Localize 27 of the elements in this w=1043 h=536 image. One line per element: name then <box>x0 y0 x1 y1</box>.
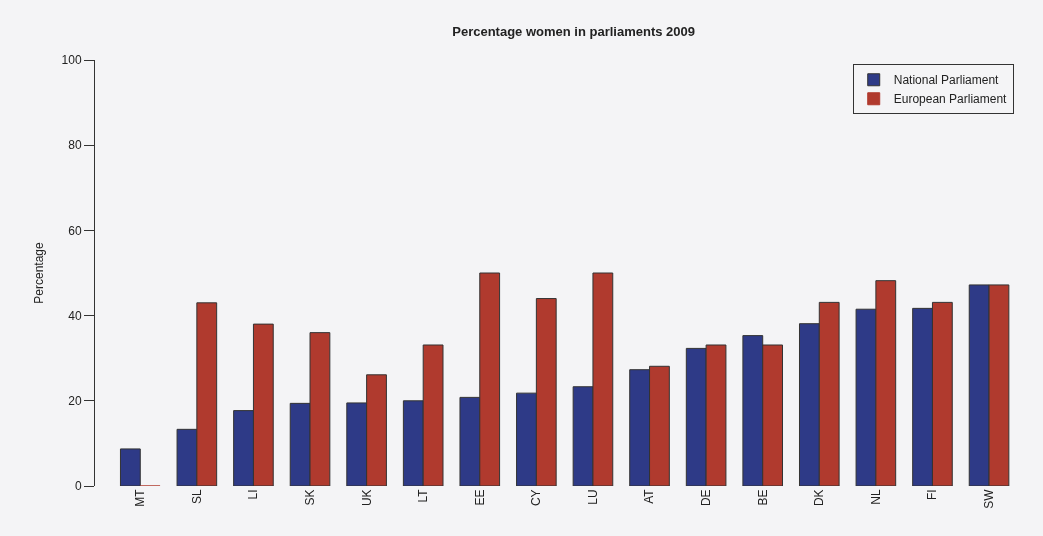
x-tick-label: BE <box>755 489 770 506</box>
legend-label: European Parliament <box>893 92 1008 107</box>
x-tick-label: SW <box>981 488 996 509</box>
x-tick-label: DE <box>699 489 714 507</box>
x-tick-label: EE <box>472 489 487 506</box>
y-tick-label: 20 <box>68 394 82 408</box>
x-tick-label: NL <box>868 489 883 505</box>
x-tick-label: MT <box>133 488 148 507</box>
y-tick-label: 80 <box>68 138 82 153</box>
x-tick-label: UK <box>359 489 374 507</box>
x-tick-label: AT <box>642 488 657 504</box>
y-tick-label: 40 <box>68 308 82 323</box>
y-tick-label: 0 <box>74 479 82 494</box>
x-tick-label: FI <box>925 489 940 501</box>
x-tick-label: LT <box>416 488 431 503</box>
x-tick-label: CY <box>529 489 544 507</box>
x-tick-label: DK <box>812 489 827 507</box>
legend-label: National Parliament <box>893 73 1000 88</box>
x-tick-label: SL <box>189 489 204 505</box>
y-tick-label: 100 <box>61 53 82 68</box>
chart-title: Percentage women in parliaments 2009 <box>452 23 696 39</box>
y-axis-title: Percentage <box>31 241 46 304</box>
x-tick-label: LU <box>585 489 600 505</box>
x-tick-label: SK <box>302 489 317 506</box>
x-tick-label: LI <box>246 489 261 500</box>
y-tick-label: 60 <box>68 223 82 238</box>
bar <box>119 448 141 486</box>
